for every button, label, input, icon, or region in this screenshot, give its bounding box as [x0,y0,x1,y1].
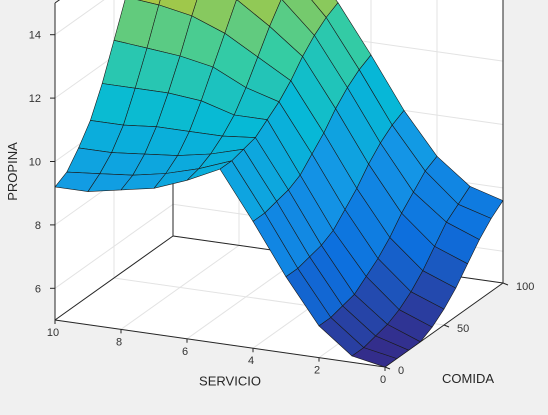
grid-line [54,203,174,289]
surface-patch [351,347,398,368]
propina-tick-label: 10 [29,157,41,169]
comida-tick-label: 50 [457,323,469,335]
grid-line [54,0,105,36]
tick-labels: 10 8 6 4 2 00 50 100 6 8 10 12 14 [29,30,535,386]
axis-line [54,319,386,368]
servicio-tick-label: 2 [314,365,320,377]
propina-tick-label: 14 [29,30,41,42]
propina-tick-label: 8 [35,220,41,232]
servicio-tick-label: 6 [182,346,188,358]
servicio-tick-label: 8 [116,336,122,348]
x-axis-label: SERVICIO [199,374,261,389]
z-axis-label: PROPINA [5,142,20,201]
comida-tick-mark [502,282,509,286]
comida-tick-label: 100 [516,281,534,293]
servicio-tick-label: 4 [248,355,254,367]
comida-tick-label: 0 [398,365,404,377]
servicio-tick-label: 10 [47,327,59,339]
propina-tick-label: 6 [35,283,41,295]
servicio-tick-label: 0 [380,374,386,386]
surface-mesh [54,0,504,368]
axis-line [54,235,174,321]
y-axis-label: COMIDA [442,371,494,386]
comida-tick-mark [443,324,450,328]
propina-tick-label: 12 [29,93,41,105]
comida-tick-mark [384,366,391,370]
